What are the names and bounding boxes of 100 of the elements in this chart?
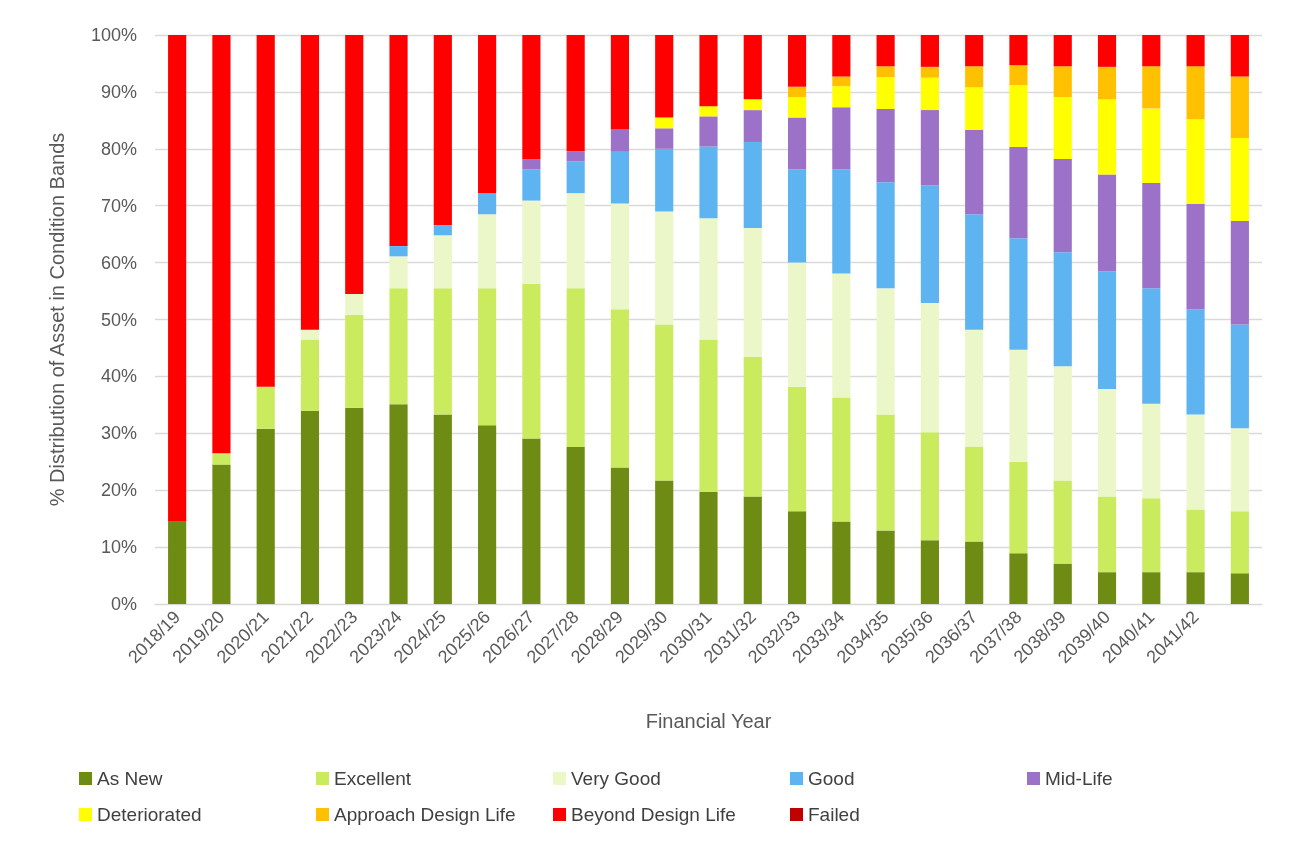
bar [300, 329, 320, 340]
bar [876, 414, 895, 531]
legend-label: Mid-Life [1045, 768, 1113, 789]
bar [655, 324, 674, 481]
bar [478, 193, 497, 215]
bar [1142, 66, 1161, 109]
x-axis-title: Financial Year [645, 710, 772, 732]
bar [1009, 553, 1028, 604]
bar [1142, 403, 1161, 499]
bar [256, 386, 275, 429]
bar [920, 540, 939, 604]
y-tick-label: 0% [110, 594, 137, 614]
bar [433, 414, 452, 604]
bar [965, 329, 984, 447]
bar [965, 214, 984, 330]
y-tick-label: 100% [90, 25, 137, 45]
bar [433, 288, 452, 415]
bar [787, 262, 807, 387]
bar [566, 446, 585, 604]
bar [1053, 480, 1072, 564]
bar [1230, 221, 1249, 325]
bar [433, 235, 452, 289]
bar [1009, 35, 1028, 66]
bar [1142, 108, 1161, 183]
bar [1230, 573, 1249, 604]
bar [522, 283, 541, 439]
bar [1186, 203, 1205, 310]
bar [920, 66, 939, 78]
bar [832, 86, 851, 108]
bar [1097, 66, 1117, 100]
bar [920, 77, 939, 111]
y-tick-label: 60% [100, 252, 137, 273]
bar [965, 87, 984, 131]
bar [1230, 76, 1249, 138]
bar [566, 161, 585, 194]
y-tick-label: 10% [100, 537, 137, 558]
bar [743, 110, 762, 142]
bar [1142, 498, 1161, 573]
bar [1142, 288, 1161, 404]
bar [920, 35, 939, 67]
bar [433, 35, 452, 226]
bar [787, 386, 807, 512]
bar [920, 110, 939, 186]
bar [478, 214, 497, 289]
bar [787, 511, 807, 604]
bar [655, 211, 674, 325]
bar [522, 438, 541, 604]
bar [1053, 252, 1072, 367]
bar [743, 227, 762, 358]
bar [655, 480, 674, 604]
bar [876, 182, 895, 289]
bar [743, 496, 762, 604]
bar [1009, 65, 1028, 86]
bar [389, 246, 408, 257]
bar [1230, 35, 1249, 77]
legend-label: Good [808, 768, 855, 789]
bar [566, 35, 585, 152]
bar [610, 151, 630, 204]
bar [1186, 572, 1205, 604]
bar [300, 411, 320, 604]
bar [1186, 309, 1205, 415]
bar [478, 35, 497, 194]
bar [1097, 572, 1117, 604]
bar [1097, 388, 1117, 497]
bar [876, 288, 895, 415]
bar [1009, 85, 1028, 148]
bar [389, 35, 408, 247]
bar [610, 309, 630, 468]
bar [832, 397, 851, 522]
bar [699, 116, 718, 147]
bar [1186, 119, 1205, 204]
bar [345, 407, 364, 604]
bar [1053, 35, 1072, 67]
bar [787, 97, 807, 118]
bar [876, 66, 895, 78]
legend-label: As New [97, 768, 163, 789]
bar [212, 464, 231, 604]
bar [655, 148, 674, 212]
bar [876, 108, 895, 183]
legend-label: Very Good [571, 768, 661, 789]
bar [389, 404, 408, 604]
bar [1009, 461, 1028, 554]
bar [876, 35, 895, 67]
bar [1053, 159, 1072, 253]
bar [832, 107, 851, 170]
bar [920, 185, 939, 303]
bar [832, 521, 851, 604]
bar [1097, 174, 1117, 272]
bar [1009, 238, 1028, 350]
bar [389, 288, 408, 405]
bar [1097, 271, 1117, 389]
bar [1009, 147, 1028, 239]
bar [965, 446, 984, 542]
bar [212, 453, 231, 465]
bar [787, 169, 807, 263]
bar [655, 35, 674, 118]
bar [1009, 349, 1028, 462]
bar [1230, 511, 1249, 574]
bar [965, 66, 984, 88]
bar [610, 467, 630, 604]
